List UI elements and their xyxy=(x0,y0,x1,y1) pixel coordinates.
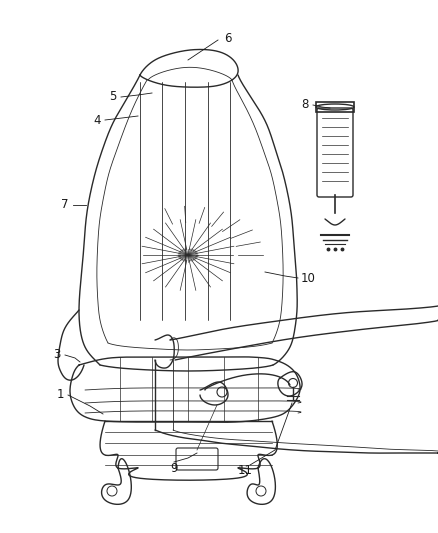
Text: 11: 11 xyxy=(237,464,252,477)
Text: 10: 10 xyxy=(300,271,315,285)
Text: 3: 3 xyxy=(53,349,61,361)
Text: 5: 5 xyxy=(110,91,117,103)
Text: 6: 6 xyxy=(224,31,232,44)
Text: 4: 4 xyxy=(93,114,101,126)
Text: 9: 9 xyxy=(170,462,178,474)
Text: 8: 8 xyxy=(301,99,309,111)
Text: 1: 1 xyxy=(56,389,64,401)
Text: 7: 7 xyxy=(61,198,69,212)
